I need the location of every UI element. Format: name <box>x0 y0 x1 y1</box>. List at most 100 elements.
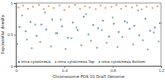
point <box>26 39 28 41</box>
legend-marker <box>55 61 57 63</box>
x-tick: 1.2 <box>159 66 165 73</box>
point <box>55 32 57 34</box>
y-tick-label: 1 <box>11 1 14 6</box>
point <box>63 9 65 11</box>
point <box>132 44 134 46</box>
point <box>92 24 94 26</box>
plot: 00.40.81.200.51Intra cytokinesisIntra cy… <box>7 1 165 73</box>
point <box>113 23 115 25</box>
point <box>65 48 67 50</box>
y-tick-mark <box>14 66 16 67</box>
y-axis: 00.51 <box>7 1 16 69</box>
point <box>72 22 74 24</box>
point <box>101 29 103 31</box>
point <box>118 31 120 33</box>
x-axis-line <box>17 67 162 69</box>
y-tick: 0.5 <box>7 32 16 37</box>
point <box>133 25 135 27</box>
point <box>68 6 70 8</box>
point <box>36 35 38 37</box>
point <box>40 23 42 25</box>
legend-label: Intra cytokinesis Bottom <box>101 60 145 64</box>
point <box>84 5 86 7</box>
point <box>110 6 112 8</box>
point <box>149 30 151 32</box>
point <box>146 6 148 8</box>
point <box>22 5 24 7</box>
x-axis: 0 0.4 0.8 1.2 <box>15 66 165 73</box>
chart: 00.40.81.200.51Intra cytokinesisIntra cy… <box>0 0 165 80</box>
point <box>97 27 99 29</box>
point <box>153 32 155 34</box>
point <box>121 36 123 38</box>
y-axis-line <box>14 4 17 67</box>
point <box>89 6 91 8</box>
y-tick-mark <box>14 3 16 4</box>
point <box>90 40 92 42</box>
point <box>43 8 45 10</box>
point <box>129 28 131 30</box>
point <box>96 47 98 49</box>
point <box>31 47 33 49</box>
series <box>17 4 158 11</box>
point <box>144 18 146 20</box>
point <box>21 15 23 17</box>
point <box>79 8 81 10</box>
point <box>34 23 36 25</box>
x-tick-label: 0.8 <box>110 68 116 73</box>
point <box>27 8 29 10</box>
point <box>124 20 126 22</box>
point <box>74 4 76 6</box>
point <box>25 30 27 32</box>
point <box>17 6 19 8</box>
point <box>16 43 18 45</box>
point <box>51 18 53 20</box>
legend-marker <box>18 61 20 63</box>
point <box>125 5 127 7</box>
point <box>61 25 63 27</box>
point <box>152 7 154 9</box>
point <box>156 5 158 7</box>
point <box>142 39 144 41</box>
legend-marker <box>98 61 100 63</box>
point <box>60 18 62 20</box>
y-tick-mark <box>14 35 16 36</box>
legend-item: Intra cytokinesis Top <box>55 60 96 64</box>
point <box>83 16 85 18</box>
point <box>77 29 79 31</box>
point <box>104 7 106 9</box>
y-axis-title: Exponential density <box>0 14 5 54</box>
x-tick: 0.4 <box>62 66 68 73</box>
x-tick-label: 0 <box>15 68 18 73</box>
point <box>59 5 61 7</box>
point <box>32 6 34 8</box>
point <box>131 6 133 8</box>
point <box>112 16 114 18</box>
point <box>120 8 122 10</box>
legend-item: Intra cytokinesis <box>18 60 51 64</box>
point <box>45 28 47 30</box>
point <box>159 22 161 24</box>
point <box>147 49 149 51</box>
point <box>67 37 69 39</box>
x-tick-label: 0.4 <box>62 68 68 73</box>
x-axis-title: Chromosome POS 10 Draft Genome <box>53 74 125 79</box>
point <box>80 44 82 46</box>
point <box>141 8 143 10</box>
y-tick-label: 0.5 <box>7 32 13 37</box>
point <box>19 26 21 28</box>
point <box>117 46 119 48</box>
x-tick-label: 1.2 <box>159 68 165 73</box>
x-tick: 0.8 <box>110 66 116 73</box>
series <box>16 10 159 51</box>
points <box>16 4 161 51</box>
point <box>115 4 117 6</box>
point <box>75 27 77 29</box>
y-tick-label: 0 <box>11 64 14 69</box>
point <box>85 13 87 15</box>
point <box>100 5 102 7</box>
point <box>138 34 140 36</box>
point <box>158 40 160 42</box>
point <box>154 27 156 29</box>
point <box>30 21 32 23</box>
